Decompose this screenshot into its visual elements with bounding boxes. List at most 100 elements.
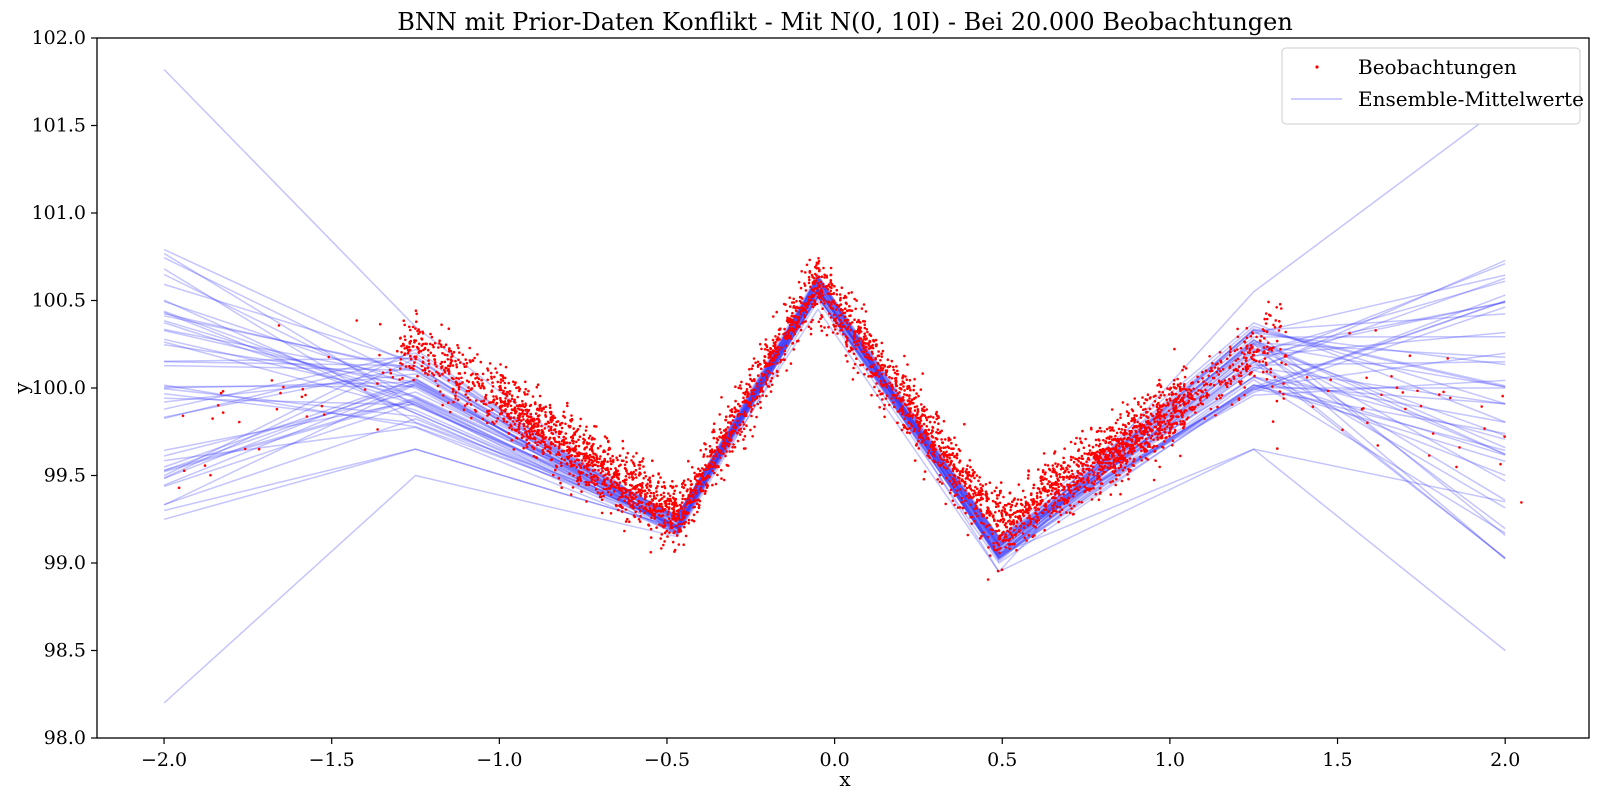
observation-point [1215,397,1218,401]
observation-point [624,483,627,486]
observation-point [1129,438,1132,442]
observation-point [1133,397,1136,400]
observation-point [933,450,936,454]
observation-point [815,302,819,306]
observation-point [1193,398,1196,401]
observation-point [945,453,948,457]
observation-point [903,389,906,392]
observation-point [529,433,532,436]
observation-point [673,489,676,493]
observation-point [1182,365,1186,368]
observation-point [925,437,928,440]
observation-point [699,488,703,491]
observation-point [728,450,732,453]
observation-point [584,465,587,468]
observation-point [1154,425,1158,429]
observation-point [1158,396,1161,400]
observation-point [857,318,860,322]
observation-point [544,443,547,447]
observation-point [1173,378,1176,382]
observation-point [486,409,489,413]
observation-point [579,417,582,421]
observation-point [1137,401,1140,404]
observation-point [1042,488,1045,492]
observation-point [1163,393,1166,397]
observation-point [554,430,558,434]
observation-point [1010,503,1014,507]
observation-point [1142,408,1145,412]
observation-point [1148,427,1152,430]
observation-point [868,333,872,336]
observation-point [682,479,686,483]
observation-point [457,346,460,350]
observation-point [1075,436,1078,440]
observation-point [492,398,496,402]
observation-point [1068,491,1072,495]
observation-point [571,486,575,489]
observation-point [991,528,995,532]
observation-point [1107,441,1111,445]
observation-point [969,465,972,469]
observation-point [663,540,666,543]
observation-point [1145,420,1148,424]
observation-point [568,441,572,445]
observation-point [849,346,853,350]
observation-point [817,320,821,324]
observation-point [712,455,715,458]
observation-point [1232,375,1235,378]
observation-point [1034,526,1037,529]
observation-point [1108,457,1112,461]
observation-point [1153,420,1156,424]
observation-point [469,373,473,377]
observation-point [1018,530,1021,533]
observation-point [643,471,646,474]
observation-point [586,467,589,471]
observation-point [1104,453,1108,457]
observation-point [1005,538,1008,542]
observation-point [759,363,762,366]
observation-point [1125,410,1129,413]
observation-point [726,421,730,424]
observation-point [1012,498,1016,502]
observation-point [955,493,959,496]
observation-point [1100,472,1104,476]
observation-point [956,476,960,479]
observation-point [648,510,652,514]
observation-point [570,417,574,421]
observation-point [913,427,917,431]
observation-point [1155,412,1158,416]
observation-point [913,409,917,412]
observation-point [1144,437,1148,441]
observation-point [524,380,527,384]
observation-point [1132,446,1136,450]
observation-point [521,399,524,403]
observation-point [942,446,945,450]
observation-point [1102,452,1105,456]
observation-point [681,512,684,516]
observation-point [1176,377,1179,381]
observation-point [1054,487,1058,491]
observation-point [790,337,793,340]
observation-point [1081,463,1085,466]
observation-point [1092,455,1096,459]
observation-point [663,531,667,534]
observation-point [932,459,935,462]
observation-point [583,452,586,456]
observation-point [1075,481,1079,484]
observation-point [754,398,757,401]
observation-point [1077,464,1080,468]
observation-point [820,275,824,279]
observation-point [596,464,600,468]
observation-point [434,379,437,383]
observation-point [1157,401,1160,405]
observation-point [1165,398,1168,402]
observation-point [1216,405,1219,409]
observation-point [1115,431,1119,435]
observation-point [935,437,939,441]
observation-point [1126,403,1129,406]
observation-point [655,490,658,493]
observation-point [728,437,731,440]
observation-point [452,388,455,391]
observation-point [442,345,446,349]
observation-point [996,569,1000,573]
